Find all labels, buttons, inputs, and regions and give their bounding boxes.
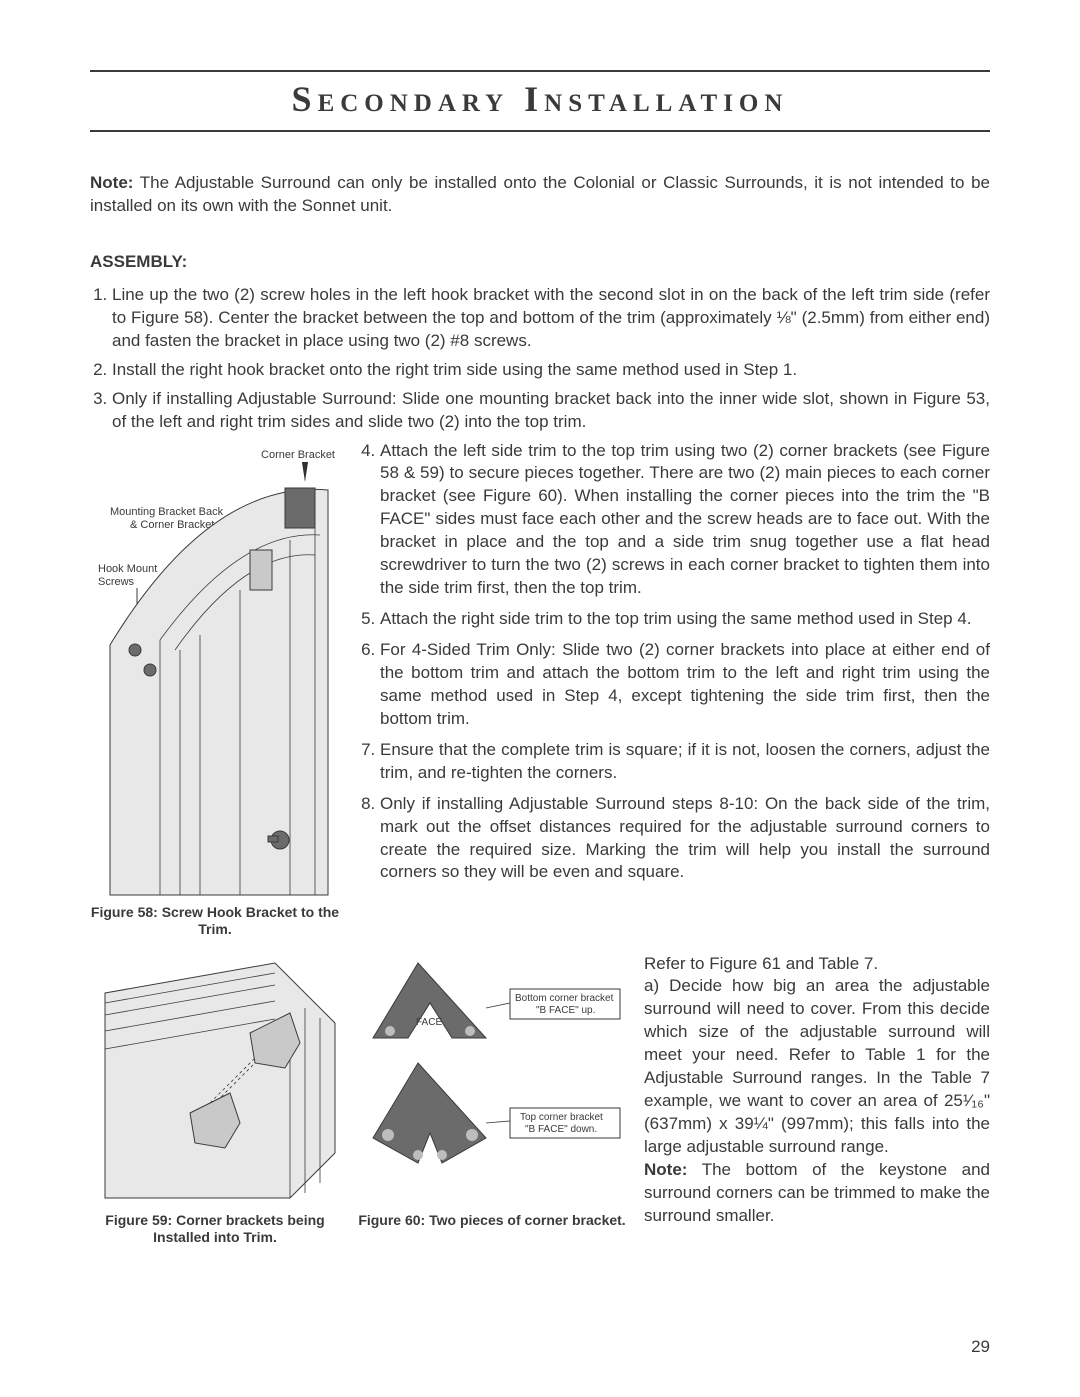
fig60-label-bot-1: Top corner bracket — [520, 1112, 603, 1123]
step-5: Attach the right side trim to the top tr… — [380, 608, 990, 631]
fig58-label-corner-bracket: Corner Bracket — [261, 449, 335, 461]
fig60-drawing: FACE Bottom corner bracket "B FACE" up. — [373, 963, 620, 1163]
page-title: Secondary Installation — [90, 78, 990, 120]
figure-59-column: Figure 59: Corner brackets being Install… — [90, 953, 340, 1247]
row2-note-label: Note: — [644, 1160, 687, 1179]
steps-right-list: Attach the left side trim to the top tri… — [358, 440, 990, 885]
row2-note-text: The bottom of the keystone and surround … — [644, 1160, 990, 1225]
intro-note: Note: The Adjustable Surround can only b… — [90, 172, 990, 218]
fig58-label-hook-1: Hook Mount — [98, 563, 157, 575]
fig60-label-bot-2: "B FACE" down. — [525, 1124, 597, 1135]
page-root: Secondary Installation Note: The Adjusta… — [0, 0, 1080, 1397]
page-number: 29 — [971, 1337, 990, 1357]
fig59-drawing — [105, 963, 335, 1198]
row2-refer: Refer to Figure 61 and Table 7. — [644, 954, 878, 973]
figure-59-caption: Figure 59: Corner brackets being Install… — [90, 1212, 340, 1247]
fig60-label-top-2: "B FACE" up. — [536, 1005, 595, 1016]
note-label: Note: — [90, 173, 133, 192]
fig58-label-mounting-2: & Corner Bracket — [130, 519, 214, 531]
step-8: Only if installing Adjustable Surround s… — [380, 793, 990, 885]
figure-58-caption: Figure 58: Screw Hook Bracket to the Tri… — [90, 904, 340, 939]
steps-top-list: Line up the two (2) screw holes in the l… — [90, 284, 990, 434]
fig58-label-hook-2: Screws — [98, 576, 135, 588]
fig60-face-text-top: FACE — [416, 1017, 442, 1028]
row2-text-block: Refer to Figure 61 and Table 7. a) Decid… — [644, 953, 990, 1247]
two-column-region: Corner Bracket Mounting Bracket Back & C… — [90, 440, 990, 939]
figure-59-svg — [90, 953, 340, 1208]
figure-60-column: FACE Bottom corner bracket "B FACE" up. — [358, 953, 626, 1247]
step-3: Only if installing Adjustable Surround: … — [112, 388, 990, 434]
note-text: The Adjustable Surround can only be inst… — [90, 173, 990, 215]
figure-58-svg: Corner Bracket Mounting Bracket Back & C… — [90, 440, 340, 900]
assembly-heading: ASSEMBLY: — [90, 252, 990, 272]
fig58-label-mounting-1: Mounting Bracket Back — [110, 506, 224, 518]
fig58-trim-drawing — [110, 488, 328, 895]
bottom-row: Figure 59: Corner brackets being Install… — [90, 953, 990, 1247]
step-7: Ensure that the complete trim is square;… — [380, 739, 990, 785]
row2-part-a: a) Decide how big an area the adjustable… — [644, 976, 990, 1156]
title-rule-box: Secondary Installation — [90, 70, 990, 132]
figure-60-caption: Figure 60: Two pieces of corner bracket. — [358, 1212, 626, 1230]
steps-right-column: Attach the left side trim to the top tri… — [358, 440, 990, 939]
step-6: For 4-Sided Trim Only: Slide two (2) cor… — [380, 639, 990, 731]
figure-60-svg: FACE Bottom corner bracket "B FACE" up. — [358, 953, 626, 1208]
step-1: Line up the two (2) screw holes in the l… — [112, 284, 990, 353]
fig60-label-top-1: Bottom corner bracket — [515, 993, 614, 1004]
step-2: Install the right hook bracket onto the … — [112, 359, 990, 382]
figure-58-column: Corner Bracket Mounting Bracket Back & C… — [90, 440, 340, 939]
step-4: Attach the left side trim to the top tri… — [380, 440, 990, 601]
